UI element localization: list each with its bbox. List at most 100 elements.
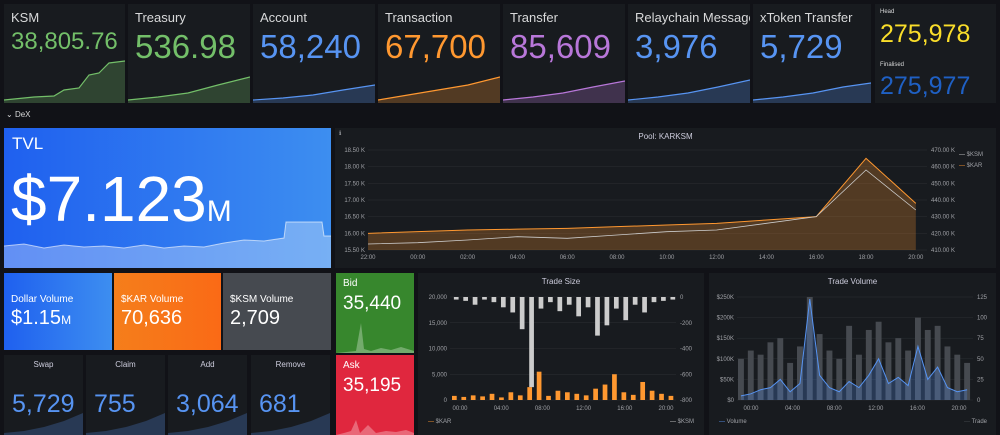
y-tick-right: 50 xyxy=(977,357,984,363)
y-tick-right: 430.00 K xyxy=(931,215,955,221)
kar-bar xyxy=(461,396,467,400)
tv-legend-trade[interactable]: — Trade xyxy=(964,419,988,425)
op-swap: Swap 5,729 xyxy=(4,355,83,435)
y-tick-right: 125 xyxy=(977,295,988,301)
x-tick: 16:00 xyxy=(910,406,926,412)
stat-value: 67,700 xyxy=(385,28,486,65)
kar-bar xyxy=(489,393,495,400)
ksm-bar xyxy=(463,297,469,301)
kar-bar xyxy=(668,395,674,400)
y-tick-right: -200 xyxy=(680,321,693,327)
pool-chart-panel: ℹ Pool: KARKSM 15.50 K 16.00 K 16.50 K 17.0… xyxy=(335,128,996,268)
stat-sparkline xyxy=(753,82,871,103)
dollar-volume-title: Dollar Volume xyxy=(11,294,74,305)
pool-legend-kar[interactable]: — $KAR xyxy=(959,163,983,169)
trade-bar xyxy=(757,354,764,400)
y-tick-left: $150K xyxy=(717,336,734,342)
section-dex[interactable]: ⌄ DeX xyxy=(6,110,31,119)
trade-volume-title: Trade Volume xyxy=(827,277,878,286)
ksm-bar xyxy=(623,297,629,321)
tv-legend-volume[interactable]: — Volume xyxy=(719,419,747,425)
y-tick-left: 20,000 xyxy=(429,295,448,301)
x-tick: 12:00 xyxy=(576,406,592,412)
trade-bar xyxy=(885,342,892,400)
trade-bar xyxy=(915,317,921,400)
stat-title: Account xyxy=(260,10,307,25)
op-add: Add 3,064 xyxy=(168,355,247,435)
ksm-bar xyxy=(604,297,610,326)
ksm-bar xyxy=(529,297,534,388)
stat-title: xToken Transfer xyxy=(760,10,853,25)
y-tick-left: $0 xyxy=(727,398,734,404)
kar-bar xyxy=(574,393,580,400)
ksm-volume-value: 2,709 xyxy=(230,307,281,329)
y-tick-left: $250K xyxy=(717,295,734,301)
kar-bar xyxy=(565,392,570,400)
stat-sparkline xyxy=(378,76,500,103)
y-tick-right: 440.00 K xyxy=(931,198,955,204)
x-tick: 00:00 xyxy=(452,406,468,412)
ksm-bar xyxy=(538,297,544,309)
op-sparkline xyxy=(4,413,83,435)
x-tick: 08:00 xyxy=(535,406,551,412)
ts-legend-kar[interactable]: — $KAR xyxy=(428,419,452,425)
x-tick: 06:00 xyxy=(560,255,576,261)
volume-line xyxy=(740,298,968,397)
x-tick: 04:00 xyxy=(510,255,526,261)
kar-bar xyxy=(621,392,627,400)
x-tick: 12:00 xyxy=(709,255,725,261)
head-panel: Head 275,978 Finalised 275,977 xyxy=(875,4,996,103)
x-tick: 12:00 xyxy=(868,406,884,412)
kar-volume-title: $KAR Volume xyxy=(121,294,184,305)
x-tick: 16:00 xyxy=(809,255,825,261)
trade-bar xyxy=(856,354,862,400)
pool-chart-svg: 15.50 K 16.00 K 16.50 K 17.00 K 17.50 K 18.00… xyxy=(344,148,955,261)
info-icon[interactable]: ℹ xyxy=(339,131,342,137)
trade-bar xyxy=(806,297,813,400)
kar-bar xyxy=(612,374,617,400)
y-tick-left: 18.50 K xyxy=(344,148,365,154)
trade-bar xyxy=(816,334,823,400)
stat-sparkline xyxy=(128,76,250,103)
trade-bar xyxy=(787,362,794,400)
ksm-bar xyxy=(566,297,572,305)
y-tick-left: 18.00 K xyxy=(344,165,365,171)
bid-value: 35,440 xyxy=(343,293,402,314)
trade-bar xyxy=(964,362,971,400)
trade-bar xyxy=(846,325,853,400)
kar-bar xyxy=(649,390,655,400)
x-tick: 18:00 xyxy=(859,255,875,261)
trade-size-panel: Trade Size 0 5,000 10,000 15,000 20,000 0 -200… xyxy=(418,273,704,435)
pool-legend-ksm[interactable]: — $KSM xyxy=(959,152,984,158)
y-tick-left: $200K xyxy=(717,316,734,322)
dollar-volume-panel: Dollar Volume $1.15M xyxy=(4,273,112,350)
ksm-bar xyxy=(557,297,563,312)
trade-bar xyxy=(797,346,803,400)
x-tick: 22:00 xyxy=(360,255,376,261)
trade-bar xyxy=(836,358,843,400)
head-value: 275,978 xyxy=(880,20,971,48)
y-tick-right: 75 xyxy=(977,336,984,342)
stat-title: Relaychain Message xyxy=(635,10,750,25)
stat-value: 85,609 xyxy=(510,28,611,65)
y-tick-right: -400 xyxy=(680,347,693,353)
stat-sparkline xyxy=(4,60,125,103)
stat-value: 5,729 xyxy=(760,28,843,65)
op-remove: Remove 681 xyxy=(251,355,330,435)
kar-volume-value: 70,636 xyxy=(121,307,183,329)
op-value: 3,064 xyxy=(176,390,239,418)
stat-title: Treasury xyxy=(135,10,186,25)
stat-sparkline xyxy=(628,79,750,103)
bid-sparkline xyxy=(336,323,414,353)
op-value: 5,729 xyxy=(12,390,75,418)
y-tick-left: 17.00 K xyxy=(344,198,365,204)
chevron-down-icon: ⌄ xyxy=(6,110,13,119)
x-tick: 20:00 xyxy=(908,255,924,261)
x-tick: 00:00 xyxy=(410,255,426,261)
y-tick-right: 25 xyxy=(977,377,984,383)
y-tick-left: 17.50 K xyxy=(344,181,365,187)
x-tick: 04:00 xyxy=(785,406,801,412)
dollar-volume-value: $1.15M xyxy=(11,307,72,329)
kar-bar xyxy=(499,397,504,400)
ts-legend-ksm[interactable]: — $KSM xyxy=(670,419,695,425)
